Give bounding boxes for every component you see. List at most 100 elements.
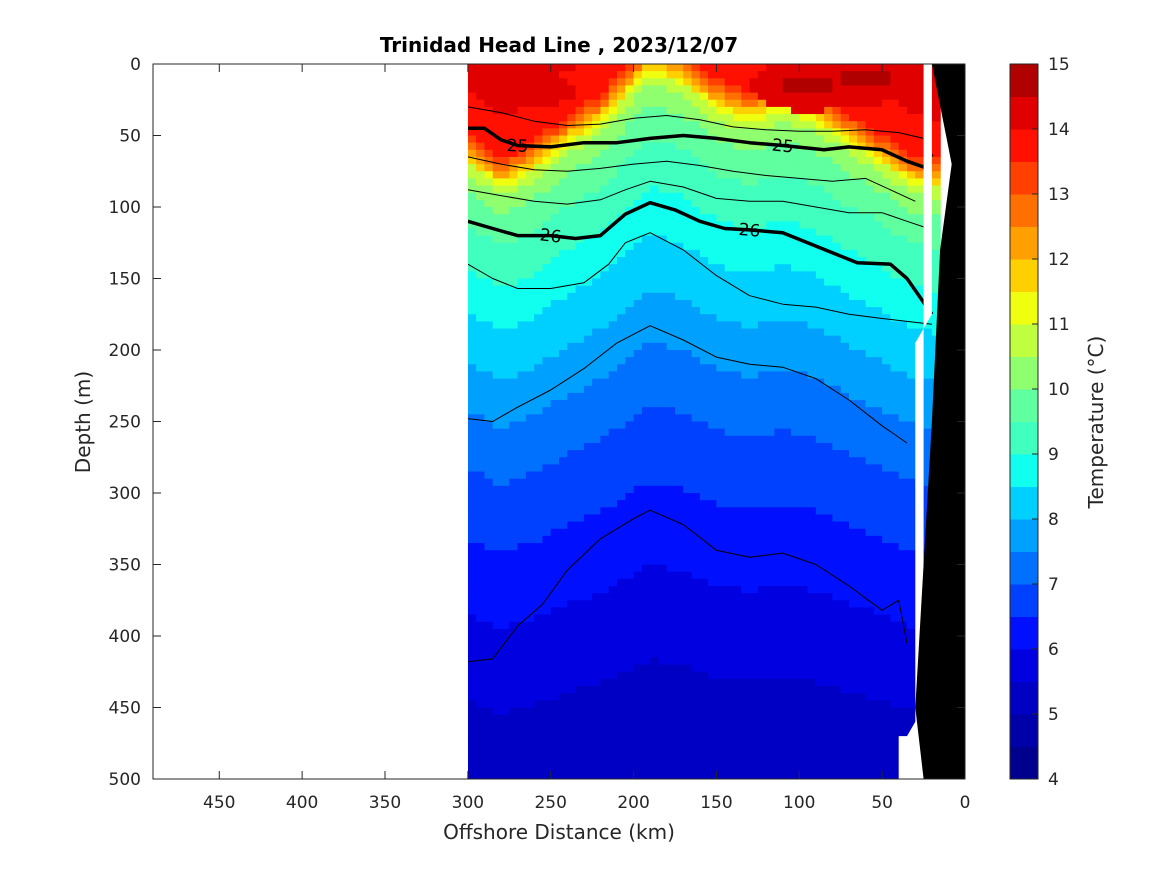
temperature-cell: [815, 178, 825, 187]
temperature-cell: [658, 299, 668, 308]
temperature-cell: [567, 500, 577, 508]
temperature-cell: [683, 714, 693, 723]
temperature-cell: [575, 192, 585, 201]
temperature-cell: [517, 664, 527, 673]
temperature-cell: [832, 750, 842, 759]
temperature-cell: [832, 235, 842, 244]
temperature-cell: [766, 392, 776, 401]
temperature-cell: [509, 593, 519, 601]
temperature-cell: [625, 164, 635, 172]
temperature-cell: [716, 85, 726, 94]
temperature-cell: [824, 142, 834, 151]
temperature-cell: [534, 457, 544, 465]
temperature-cell: [567, 521, 577, 530]
temperature-cell: [807, 149, 817, 158]
temperature-cell: [542, 314, 552, 322]
temperature-cell: [476, 164, 486, 172]
temperature-cell: [542, 535, 552, 544]
temperature-cell: [691, 421, 701, 430]
temperature-cell: [873, 650, 883, 659]
temperature-cell: [492, 271, 502, 280]
temperature-cell: [633, 636, 643, 644]
temperature-cell: [774, 121, 784, 129]
temperature-cell: [832, 128, 842, 137]
temperature-cell: [567, 578, 577, 587]
temperature-cell: [592, 686, 602, 694]
temperature-cell: [741, 278, 751, 287]
temperature-cell: [517, 314, 527, 322]
temperature-cell: [782, 392, 792, 401]
temperature-cell: [849, 192, 858, 201]
temperature-cell: [641, 207, 651, 215]
temperature-cell: [650, 636, 660, 644]
temperature-cell: [625, 507, 635, 516]
temperature-cell: [733, 500, 742, 508]
temperature-cell: [641, 464, 651, 473]
temperature-cell: [791, 671, 800, 680]
temperature-cell: [559, 292, 568, 301]
temperature-cell: [575, 135, 585, 144]
temperature-cell: [724, 92, 734, 101]
temperature-cell: [575, 585, 585, 594]
temperature-cell: [501, 614, 510, 623]
temperature-cell: [757, 435, 767, 444]
temperature-cell: [716, 128, 726, 137]
temperature-cell: [501, 407, 510, 415]
temperature-cell: [716, 328, 726, 337]
temperature-cell: [467, 578, 477, 587]
temperature-cell: [708, 121, 718, 129]
temperature-cell: [484, 171, 494, 179]
temperature-cell: [501, 85, 510, 94]
temperature-cell: [791, 421, 800, 430]
temperature-cell: [716, 64, 726, 72]
temperature-cell: [484, 535, 494, 544]
temperature-cell: [749, 628, 759, 637]
temperature-cell: [666, 64, 676, 72]
temperature-cell: [774, 493, 784, 501]
temperature-cell: [782, 435, 792, 444]
temperature-cell: [608, 585, 618, 594]
temperature-cell: [567, 371, 577, 380]
temperature-cell: [501, 636, 510, 644]
temperature-cell: [559, 686, 568, 694]
temperature-cell: [633, 207, 643, 215]
temperature-cell: [525, 535, 535, 544]
temperature-cell: [633, 357, 643, 365]
temperature-cell: [724, 643, 734, 651]
temperature-cell: [517, 106, 527, 115]
temperature-cell: [625, 307, 635, 315]
temperature-cell: [799, 371, 809, 380]
temperature-cell: [633, 156, 643, 165]
temperature-cell: [733, 357, 742, 365]
temperature-cell: [782, 478, 792, 487]
temperature-cell: [840, 485, 850, 494]
temperature-cell: [807, 385, 817, 394]
temperature-cell: [658, 485, 668, 494]
temperature-cell: [849, 299, 858, 308]
temperature-cell: [641, 571, 651, 580]
temperature-cell: [865, 607, 875, 616]
temperature-cell: [757, 235, 767, 244]
temperature-cell: [525, 571, 535, 580]
temperature-cell: [509, 550, 519, 558]
temperature-cell: [757, 514, 767, 523]
temperature-cell: [641, 278, 651, 287]
temperature-cell: [849, 707, 858, 716]
temperature-cell: [815, 199, 825, 208]
temperature-cell: [608, 428, 618, 437]
temperature-cell: [617, 650, 626, 659]
temperature-cell: [675, 750, 684, 759]
temperature-cell: [476, 707, 486, 716]
temperature-cell: [799, 550, 809, 558]
temperature-cell: [633, 521, 643, 530]
temperature-cell: [840, 593, 850, 601]
temperature-cell: [501, 514, 510, 523]
temperature-cell: [467, 400, 477, 408]
temperature-cell: [708, 249, 718, 258]
temperature-cell: [583, 378, 593, 387]
temperature-cell: [774, 307, 784, 315]
temperature-cell: [807, 335, 817, 344]
temperature-cell: [733, 521, 742, 530]
temperature-cell: [583, 85, 593, 94]
temperature-cell: [757, 135, 767, 144]
